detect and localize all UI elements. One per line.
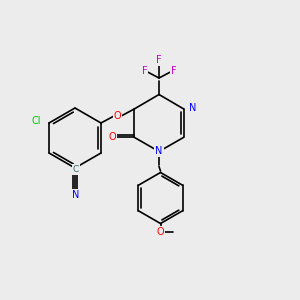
Text: N: N	[72, 190, 79, 200]
Text: O: O	[157, 226, 164, 237]
Text: F: F	[156, 55, 162, 65]
Text: N: N	[189, 103, 196, 113]
Text: F: F	[142, 65, 147, 76]
Text: N: N	[155, 146, 163, 157]
Text: O: O	[114, 111, 122, 121]
Text: O: O	[108, 132, 116, 142]
Text: F: F	[171, 65, 176, 76]
Text: Cl: Cl	[31, 116, 40, 127]
Text: C: C	[73, 165, 79, 174]
